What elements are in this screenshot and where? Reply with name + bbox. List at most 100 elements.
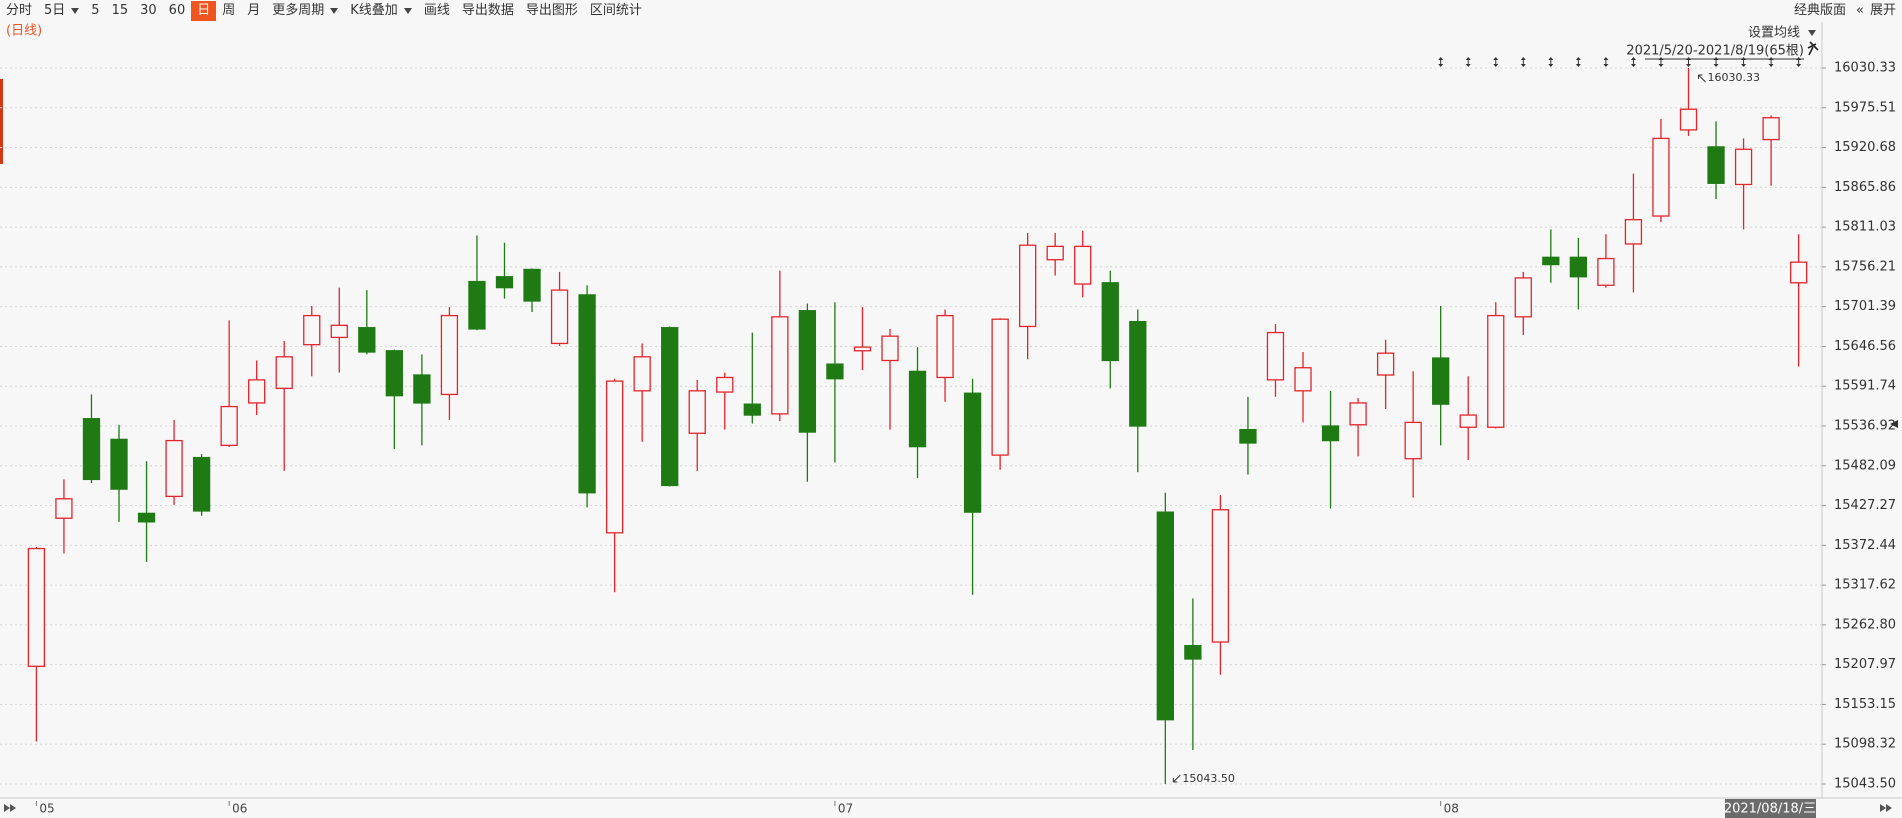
toolbar-item[interactable]: 15 [111, 3, 129, 18]
candle-body [1624, 219, 1643, 245]
x-tick-label: 08 [1444, 802, 1459, 816]
y-tick-label: 15591.74 [1834, 379, 1896, 394]
toolbar-item[interactable]: 展开 [1869, 3, 1896, 18]
candle-body [137, 512, 156, 523]
candle-body [413, 374, 431, 404]
candle-body [936, 314, 954, 379]
y-tick-label: 15427.27 [1834, 498, 1896, 513]
candle-body [440, 314, 459, 396]
ma-button[interactable]: 设置均线 [1748, 26, 1800, 41]
marker-icon [1465, 57, 1471, 67]
candle-body [716, 376, 734, 393]
candle-body [358, 327, 376, 353]
pin-icon[interactable] [1807, 41, 1819, 56]
scroll-left[interactable] [4, 804, 16, 812]
candle-body [1542, 256, 1560, 266]
candle-body [275, 356, 293, 390]
candle-body [1597, 257, 1615, 286]
y-tick-label: 15262.80 [1834, 617, 1896, 632]
marker-icon [1493, 57, 1499, 67]
toolbar-item[interactable]: 画线 [423, 3, 450, 18]
toolbar-item[interactable]: 5日 [38, 1, 85, 21]
candle-body [1514, 277, 1532, 318]
low-annotation: 15043.50 [1182, 772, 1235, 785]
x-tick-label: 06 [232, 802, 247, 816]
candle-body [303, 314, 321, 346]
marker-icon [1520, 57, 1526, 67]
candle-body [1046, 245, 1064, 261]
candle-body [963, 392, 982, 513]
candle-body [1404, 421, 1422, 460]
candle-body [1156, 511, 1174, 721]
candle-body [385, 350, 404, 397]
range-label[interactable]: 2021/5/20-2021/8/19(65根) [1626, 44, 1804, 59]
toolbar-item[interactable]: 日 [191, 1, 217, 21]
toolbar-item[interactable]: 60 [168, 3, 186, 18]
marker-icon [1575, 57, 1581, 67]
candle-body [798, 310, 817, 433]
candle-body [55, 498, 73, 519]
candle-body [550, 289, 569, 345]
marker-icon [1603, 57, 1609, 67]
candle-body [908, 370, 927, 448]
cursor-date-box [1725, 799, 1816, 818]
candle-body [1376, 352, 1395, 376]
toolbar-item[interactable]: 周 [222, 3, 236, 18]
toolbar-item[interactable]: K线叠加 [344, 1, 418, 21]
candle-body [1211, 509, 1230, 643]
y-tick-label: 16030.33 [1834, 61, 1896, 76]
y-tick-label: 15975.51 [1834, 100, 1896, 115]
candle-body [633, 356, 651, 392]
candle-body [1707, 146, 1725, 184]
cursor-date: 2021/08/18/三 [1724, 802, 1816, 817]
toolbar-item[interactable]: 5 [91, 3, 100, 18]
candle-body [1652, 137, 1670, 217]
candle-body [1349, 402, 1367, 426]
toolbar-item[interactable]: 更多周期 [266, 1, 344, 21]
toolbar-item[interactable]: 30 [140, 3, 157, 18]
candle-body [743, 403, 761, 416]
candle-body [1266, 331, 1285, 381]
y-tick-label: 15756.21 [1834, 259, 1896, 274]
dropdown-arrow [1808, 30, 1816, 36]
candle-body [1432, 357, 1450, 405]
marker-icon [1438, 57, 1444, 67]
candle-body [578, 294, 596, 494]
toolbar: 分时 5日 5 15 30 60 日 周 月 更多周期 K线叠加 画线 导出数据… [0, 0, 1902, 22]
toolbar-item[interactable]: 月 [247, 3, 261, 18]
marker-icon [1658, 57, 1664, 67]
y-tick-label: 15207.97 [1834, 657, 1896, 672]
candle-body [826, 363, 844, 380]
toolbar-item[interactable]: 导出数据 [461, 3, 514, 18]
candle-body [661, 327, 679, 487]
y-tick-label: 15865.86 [1834, 180, 1896, 195]
y-tick-label: 15811.03 [1834, 220, 1896, 235]
toolbar-item[interactable]: 区间统计 [589, 3, 642, 18]
candle-body [165, 439, 183, 498]
selection-edge [0, 79, 3, 164]
x-tick-label: 05 [39, 802, 54, 816]
toolbar-item[interactable]: 经典版面 [1794, 3, 1847, 18]
scroll-right[interactable] [1880, 804, 1892, 812]
candle-body [523, 268, 541, 302]
candle-body [1129, 320, 1147, 427]
annotation-arrow [1172, 774, 1181, 783]
candle-body [1789, 261, 1808, 284]
candle-body [330, 324, 348, 339]
toolbar-item[interactable]: 分时 [6, 3, 33, 18]
candle-body [1762, 117, 1780, 141]
marker-icon [1548, 57, 1554, 67]
candle-body [853, 346, 872, 352]
candle-body [110, 438, 128, 490]
candle-body [1019, 244, 1037, 328]
candle-body [1101, 282, 1119, 362]
marker-icon [1686, 57, 1691, 67]
toolbar-item[interactable]: 导出图形 [525, 3, 578, 18]
y-tick-label: 15482.09 [1834, 458, 1896, 473]
candle-body [991, 318, 1009, 456]
marker-icon [1713, 57, 1719, 67]
y-tick-label: 15098.32 [1834, 737, 1896, 752]
candle-body [1321, 425, 1340, 442]
candle-body [27, 547, 46, 667]
